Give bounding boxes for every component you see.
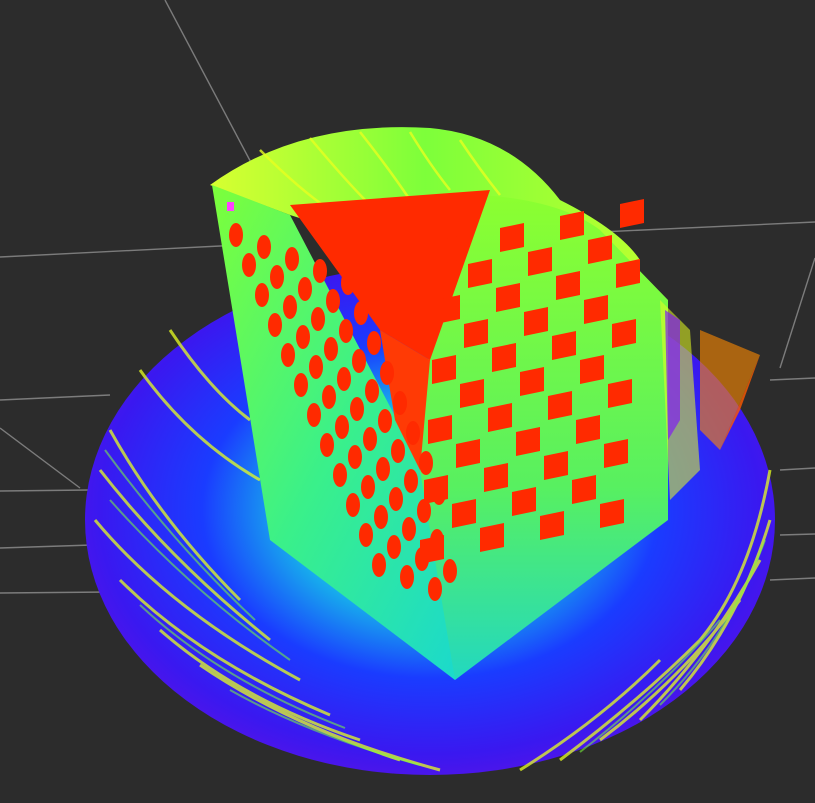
checker-square: [560, 211, 584, 240]
target-dot: [255, 283, 269, 307]
checker-square: [548, 391, 572, 420]
target-dot: [285, 247, 299, 271]
checker-square: [492, 343, 516, 372]
target-dot: [400, 565, 414, 589]
checker-square: [584, 295, 608, 324]
target-dot: [242, 253, 256, 277]
checker-square: [588, 235, 612, 264]
target-dot: [428, 577, 442, 601]
target-dot: [326, 289, 340, 313]
target-dot: [389, 487, 403, 511]
checker-square: [424, 475, 448, 504]
target-dot: [387, 535, 401, 559]
target-dot: [333, 463, 347, 487]
target-dot: [378, 409, 392, 433]
target-dot: [354, 301, 368, 325]
checker-square: [556, 271, 580, 300]
checker-square: [428, 415, 452, 444]
target-dot: [283, 295, 297, 319]
target-dot: [270, 265, 284, 289]
target-dot: [298, 277, 312, 301]
checker-square: [604, 439, 628, 468]
side-scatter-points: [660, 300, 760, 500]
marker-point: [227, 202, 234, 211]
checker-square: [524, 307, 548, 336]
checker-square: [460, 379, 484, 408]
target-dot: [313, 259, 327, 283]
target-dot: [257, 235, 271, 259]
checker-square: [484, 463, 508, 492]
target-dot: [376, 457, 390, 481]
checker-square: [516, 427, 540, 456]
target-dot: [335, 415, 349, 439]
target-dot: [339, 319, 353, 343]
target-dot: [417, 499, 431, 523]
target-dot: [348, 445, 362, 469]
target-dot: [380, 361, 394, 385]
checker-square: [436, 295, 460, 324]
target-dot: [346, 493, 360, 517]
target-dot: [341, 271, 355, 295]
target-dot: [309, 355, 323, 379]
target-dot: [393, 391, 407, 415]
target-dot: [268, 313, 282, 337]
checker-square: [620, 199, 644, 228]
target-dot: [402, 517, 416, 541]
target-dot: [294, 373, 308, 397]
target-dot: [406, 421, 420, 445]
checker-square: [572, 475, 596, 504]
checker-square: [420, 535, 444, 564]
checker-square: [488, 403, 512, 432]
checker-square: [500, 223, 524, 252]
target-dot: [322, 385, 336, 409]
target-dot: [361, 475, 375, 499]
checker-square: [452, 499, 476, 528]
checker-square: [468, 259, 492, 288]
target-dot: [404, 469, 418, 493]
target-dot: [374, 505, 388, 529]
target-dot: [391, 439, 405, 463]
target-dot: [443, 559, 457, 583]
target-dot: [229, 223, 243, 247]
target-dot: [320, 433, 334, 457]
target-dot: [324, 337, 338, 361]
checker-square: [580, 355, 604, 384]
checker-square: [612, 319, 636, 348]
target-dot: [350, 397, 364, 421]
checker-square: [520, 367, 544, 396]
checker-square: [608, 379, 632, 408]
checker-square: [528, 247, 552, 276]
checker-square: [440, 235, 464, 264]
checker-square: [600, 499, 624, 528]
checker-square: [552, 331, 576, 360]
checker-square: [616, 259, 640, 288]
checker-square: [496, 283, 520, 312]
grid-lines: [0, 0, 815, 594]
target-dot: [352, 349, 366, 373]
target-dot: [337, 367, 351, 391]
checkerboard-pattern: [420, 199, 644, 564]
target-dot: [372, 553, 386, 577]
target-dot: [281, 343, 295, 367]
checker-square: [464, 319, 488, 348]
target-dot: [367, 331, 381, 355]
checker-square: [456, 439, 480, 468]
target-dot: [363, 427, 377, 451]
target-dot: [359, 523, 373, 547]
checker-square: [540, 511, 564, 540]
target-dot: [365, 379, 379, 403]
target-dot: [419, 451, 433, 475]
target-dot: [296, 325, 310, 349]
checker-square: [576, 415, 600, 444]
target-dot: [311, 307, 325, 331]
target-dot: [307, 403, 321, 427]
checker-square: [544, 451, 568, 480]
left-face-pattern: [229, 223, 457, 601]
checker-square: [512, 487, 536, 516]
checker-square: [432, 355, 456, 384]
checker-square: [480, 523, 504, 552]
